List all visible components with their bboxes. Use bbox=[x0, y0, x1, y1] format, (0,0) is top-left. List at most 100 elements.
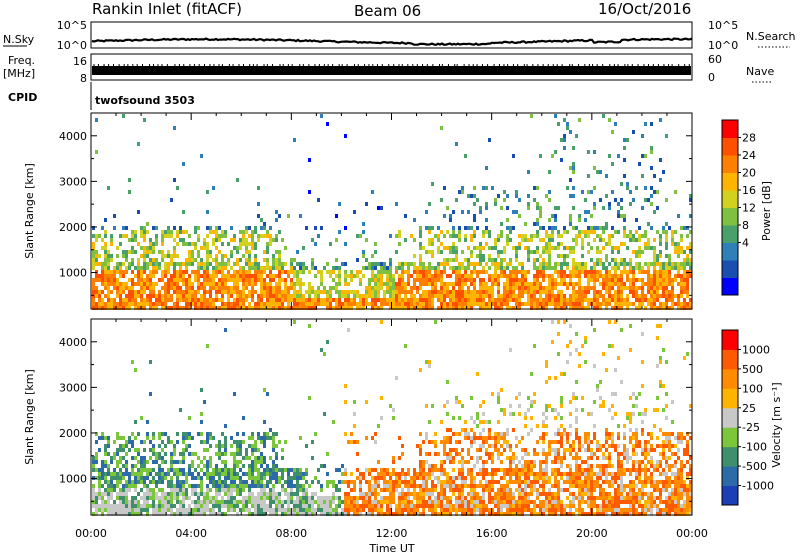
heatmap-cell bbox=[452, 306, 455, 310]
heatmap-cell bbox=[506, 274, 509, 278]
heatmap-cell bbox=[185, 436, 188, 440]
heatmap-cell bbox=[167, 270, 170, 274]
heatmap-cell bbox=[170, 254, 173, 258]
heatmap-cell bbox=[515, 286, 518, 290]
heatmap-cell bbox=[431, 286, 434, 290]
heatmap-cell bbox=[173, 468, 176, 472]
heatmap-cell bbox=[125, 500, 128, 504]
heatmap-cell bbox=[344, 282, 347, 286]
heatmap-cell bbox=[278, 480, 281, 484]
heatmap-cell bbox=[470, 488, 473, 492]
heatmap-cell bbox=[125, 472, 128, 476]
heatmap-cell bbox=[299, 298, 302, 302]
heatmap-cell bbox=[569, 250, 572, 254]
heatmap-cell bbox=[152, 258, 155, 262]
heatmap-cell bbox=[362, 306, 365, 310]
heatmap-cell bbox=[95, 250, 98, 254]
heatmap-cell bbox=[398, 230, 401, 234]
heatmap-cell bbox=[182, 278, 185, 282]
heatmap-cell bbox=[362, 492, 365, 496]
heatmap-cell bbox=[479, 480, 482, 484]
heatmap-cell bbox=[461, 266, 464, 270]
heatmap-cell bbox=[551, 246, 554, 250]
heatmap-cell bbox=[224, 230, 227, 234]
heatmap-cell bbox=[92, 242, 95, 246]
heatmap-cell bbox=[212, 472, 215, 476]
heatmap-cell bbox=[350, 274, 353, 278]
heatmap-cell bbox=[356, 512, 359, 516]
heatmap-cell bbox=[197, 456, 200, 460]
heatmap-cell bbox=[323, 504, 326, 508]
heatmap-cell bbox=[404, 496, 407, 500]
heatmap-cell bbox=[248, 250, 251, 254]
heatmap-cell bbox=[161, 234, 164, 238]
heatmap-cell bbox=[152, 290, 155, 294]
heatmap-cell bbox=[602, 230, 605, 234]
heatmap-cell bbox=[557, 274, 560, 278]
heatmap-cell bbox=[668, 294, 671, 298]
heatmap-cell bbox=[224, 468, 227, 472]
heatmap-cell bbox=[125, 254, 128, 258]
heatmap-cell bbox=[197, 484, 200, 488]
heatmap-cell bbox=[146, 472, 149, 476]
heatmap-cell bbox=[509, 294, 512, 298]
heatmap-cell bbox=[149, 258, 152, 262]
heatmap-cell bbox=[479, 254, 482, 258]
heatmap-cell bbox=[656, 298, 659, 302]
heatmap-cell bbox=[377, 274, 380, 278]
heatmap-cell bbox=[326, 290, 329, 294]
heatmap-cell bbox=[185, 294, 188, 298]
heatmap-cell bbox=[122, 472, 125, 476]
heatmap-cell bbox=[269, 500, 272, 504]
heatmap-cell bbox=[212, 230, 215, 234]
heatmap-cell bbox=[209, 500, 212, 504]
heatmap-cell bbox=[137, 242, 140, 246]
heatmap-cell bbox=[455, 504, 458, 508]
heatmap-cell bbox=[542, 238, 545, 242]
heatmap-cell bbox=[686, 290, 689, 294]
heatmap-cell bbox=[506, 508, 509, 512]
heatmap-cell bbox=[287, 512, 290, 516]
heatmap-cell bbox=[341, 508, 344, 512]
heatmap-cell bbox=[257, 294, 260, 298]
heatmap-cell bbox=[143, 226, 146, 230]
heatmap-cell bbox=[260, 218, 263, 222]
heatmap-cell bbox=[194, 484, 197, 488]
heatmap-cell bbox=[479, 302, 482, 306]
heatmap-cell bbox=[317, 234, 320, 238]
heatmap-cell bbox=[539, 508, 542, 512]
heatmap-cell bbox=[479, 270, 482, 274]
heatmap-cell bbox=[371, 306, 374, 310]
heatmap-cell bbox=[404, 484, 407, 488]
heatmap-cell bbox=[488, 512, 491, 516]
heatmap-cell bbox=[623, 270, 626, 274]
heatmap-cell bbox=[278, 266, 281, 270]
heatmap-cell bbox=[221, 452, 224, 456]
heatmap-cell bbox=[584, 270, 587, 274]
heatmap-cell bbox=[419, 488, 422, 492]
heatmap-cell bbox=[266, 242, 269, 246]
heatmap-cell bbox=[122, 270, 125, 274]
heatmap-cell bbox=[164, 274, 167, 278]
heatmap-cell bbox=[209, 496, 212, 500]
heatmap-cell bbox=[164, 306, 167, 310]
heatmap-cell bbox=[323, 500, 326, 504]
heatmap-cell bbox=[299, 468, 302, 472]
heatmap-cell bbox=[164, 444, 167, 448]
heatmap-cell bbox=[542, 420, 545, 424]
heatmap-cell bbox=[593, 206, 596, 210]
heatmap-cell bbox=[410, 294, 413, 298]
heatmap-cell bbox=[560, 306, 563, 310]
heatmap-cell bbox=[497, 400, 500, 404]
heatmap-cell bbox=[473, 290, 476, 294]
heatmap-cell bbox=[125, 484, 128, 488]
heatmap-cell bbox=[560, 158, 563, 162]
heatmap-cell bbox=[113, 286, 116, 290]
heatmap-cell bbox=[581, 290, 584, 294]
heatmap-cell bbox=[344, 298, 347, 302]
heatmap-cell bbox=[170, 234, 173, 238]
heatmap-cell bbox=[680, 246, 683, 250]
heatmap-cell bbox=[524, 278, 527, 282]
heatmap-cell bbox=[461, 294, 464, 298]
heatmap-cell bbox=[476, 226, 479, 230]
